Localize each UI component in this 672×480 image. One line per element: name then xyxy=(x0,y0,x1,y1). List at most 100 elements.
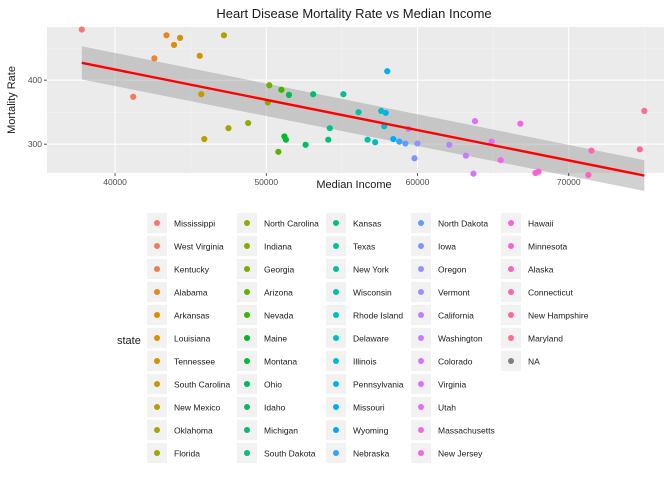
point-kansas xyxy=(326,125,333,132)
point-mississippi xyxy=(78,26,85,33)
point-nevada xyxy=(278,86,285,93)
legend-swatch xyxy=(418,381,424,387)
point-virginia xyxy=(471,118,479,125)
legend-swatch xyxy=(418,243,424,249)
legend-swatch xyxy=(418,312,424,318)
legend-label: Pennsylvania xyxy=(353,380,404,390)
point-oklahoma xyxy=(220,32,228,39)
legend-label: Wyoming xyxy=(353,426,389,436)
legend-swatch xyxy=(154,266,160,272)
legend-swatch xyxy=(418,404,424,410)
legend-item-south-carolina: South Carolina xyxy=(147,374,231,394)
legend-label: Maine xyxy=(264,334,287,344)
trend-line-group xyxy=(81,61,645,177)
legend-swatch xyxy=(244,335,250,341)
legend-swatch xyxy=(333,335,339,341)
legend-swatch xyxy=(154,404,160,410)
legend-swatch xyxy=(508,335,514,341)
legend-item-south-dakota: South Dakota xyxy=(237,443,316,463)
legend-label: Nevada xyxy=(264,311,294,321)
legend-swatch xyxy=(333,358,339,364)
legend-swatch xyxy=(154,243,160,249)
legend-item-maryland: Maryland xyxy=(501,328,563,348)
point-georgia xyxy=(266,82,273,89)
point-north-carolina xyxy=(245,119,252,127)
trend-line xyxy=(81,61,645,177)
x-axis-title: Median Income xyxy=(316,179,391,191)
legend-item-alabama: Alabama xyxy=(147,282,208,302)
legend-item-north-carolina: North Carolina xyxy=(237,213,319,233)
legend-label: Illinois xyxy=(353,357,377,367)
point-connecticut xyxy=(588,147,595,154)
legend-swatch xyxy=(333,427,339,433)
legend-item-florida: Florida xyxy=(147,443,200,463)
legend-swatch xyxy=(333,450,339,456)
legend-item-maine: Maine xyxy=(237,328,287,348)
x-tick-label-3: 70000 xyxy=(557,177,581,187)
legend-label: New York xyxy=(353,265,390,275)
point-utah xyxy=(488,138,495,145)
point-new-mexico xyxy=(201,135,208,143)
legend-item-ohio: Ohio xyxy=(237,374,282,394)
legend-swatch xyxy=(508,266,514,272)
point-arkansas xyxy=(170,41,178,49)
legend-label: Georgia xyxy=(264,265,295,275)
legend-label: Hawaii xyxy=(528,219,554,229)
legend-label: California xyxy=(438,311,474,321)
legend-swatch xyxy=(333,220,339,226)
legend-label: Utah xyxy=(438,403,456,413)
legend-swatch xyxy=(508,358,514,364)
legend-label: Iowa xyxy=(438,242,456,252)
legend-label: Montana xyxy=(264,357,297,367)
legend-swatch xyxy=(418,450,424,456)
legend-swatch xyxy=(418,427,424,433)
legend-item-rhode-island: Rhode Island xyxy=(326,305,403,325)
legend-item-louisiana: Louisiana xyxy=(147,328,211,348)
legend-swatch xyxy=(244,427,250,433)
legend-label: Idaho xyxy=(264,403,286,413)
legend-item-kentucky: Kentucky xyxy=(147,259,210,279)
legend-item-new-york: New York xyxy=(326,259,390,279)
legend-swatch xyxy=(333,266,339,272)
legend-item-arizona: Arizona xyxy=(237,282,293,302)
legend-swatch xyxy=(333,312,339,318)
point-tennessee xyxy=(196,52,203,59)
legend-swatch xyxy=(154,220,160,226)
legend-label: Indiana xyxy=(264,242,292,252)
legend-item-idaho: Idaho xyxy=(237,397,286,417)
legend-label: New Hampshire xyxy=(528,311,589,321)
legend-swatch xyxy=(418,220,424,226)
legend-item-texas: Texas xyxy=(326,236,375,256)
legend-item-washington: Washington xyxy=(411,328,483,348)
legend-label: Louisiana xyxy=(174,334,211,344)
point-west-virginia xyxy=(130,93,137,100)
legend-item-michigan: Michigan xyxy=(237,420,298,440)
point-maryland xyxy=(641,107,648,114)
point-oregon xyxy=(414,140,421,147)
point-north-dakota xyxy=(402,140,409,147)
legend-item-wyoming: Wyoming xyxy=(326,420,389,440)
legend-swatch xyxy=(418,266,424,272)
legend-item-vermont: Vermont xyxy=(411,282,470,302)
point-minnesota xyxy=(535,168,542,175)
point-texas xyxy=(340,91,347,98)
legend-label: Arizona xyxy=(264,288,293,298)
legend-title: state xyxy=(117,335,141,347)
legend-label: Washington xyxy=(438,334,483,344)
legend-item-iowa: Iowa xyxy=(411,236,456,256)
legend-label: New Mexico xyxy=(174,403,221,413)
legend-item-north-dakota: North Dakota xyxy=(411,213,488,233)
legend-item-tennessee: Tennessee xyxy=(147,351,215,371)
legend-item-connecticut: Connecticut xyxy=(501,282,574,302)
point-ohio xyxy=(285,91,293,98)
legend-swatch xyxy=(508,289,514,295)
chart-title: Heart Disease Mortality Rate vs Median I… xyxy=(216,6,491,21)
legend-item-alaska: Alaska xyxy=(501,259,554,279)
legend-label: Texas xyxy=(353,242,375,252)
point-california xyxy=(446,141,453,148)
legend-item-illinois: Illinois xyxy=(326,351,377,371)
x-tick-label-0: 40000 xyxy=(103,177,127,187)
legend-swatch xyxy=(154,335,160,341)
legend-item-oregon: Oregon xyxy=(411,259,467,279)
